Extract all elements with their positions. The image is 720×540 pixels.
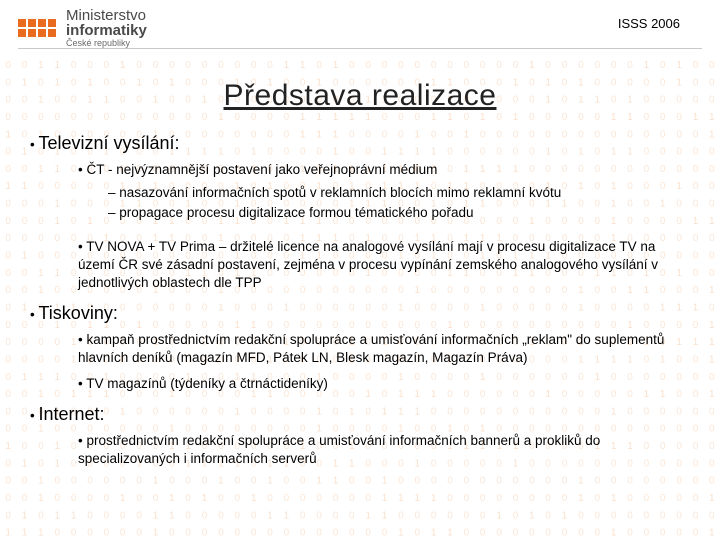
ministry-name-line3: České republiky: [66, 38, 147, 49]
ministry-logo: Ministerstvo informatiky České republiky: [18, 8, 147, 49]
slide-header: Ministerstvo informatiky České republiky…: [0, 0, 720, 48]
ministry-name-line2: informatiky: [66, 23, 147, 38]
conference-label: ISSS 2006: [618, 8, 680, 31]
sub-bullet-item: nasazování informačních spotů v reklamní…: [108, 184, 690, 202]
bullet-list: ČT - nejvýznamnější postavení jako veřej…: [30, 161, 690, 292]
section-heading: Internet:: [38, 404, 104, 424]
section-item: Internet: prostřednictvím redakční spolup…: [30, 402, 690, 469]
bullet-item: TV NOVA + TV Prima – držitelé licence na…: [78, 238, 690, 293]
bullet-text: ČT - nejvýznamnější postavení jako veřej…: [86, 162, 437, 177]
bullet-item: kampaň prostřednictvím redakční spoluprá…: [78, 331, 690, 367]
bullet-text: TV magazínů (týdeníky a čtrnáctideníky): [86, 376, 328, 391]
bullet-item: ČT - nejvýznamnější postavení jako veřej…: [78, 161, 690, 222]
bullet-text: kampaň prostřednictvím redakční spoluprá…: [78, 332, 664, 365]
sub-bullet-item: propagace procesu digitalizace formou té…: [108, 204, 690, 222]
bullet-list: kampaň prostřednictvím redakční spoluprá…: [30, 331, 690, 394]
section-item: Televizní vysílání: ČT - nejvýznamnější p…: [30, 131, 690, 293]
bullet-item: TV magazínů (týdeníky a čtrnáctideníky): [78, 375, 690, 393]
bullet-text: TV NOVA + TV Prima – držitelé licence na…: [78, 239, 658, 290]
section-item: Tiskoviny: kampaň prostřednictvím redakčn…: [30, 301, 690, 394]
sub-bullet-list: nasazování informačních spotů v reklamní…: [78, 184, 690, 222]
slide-title: Představa realizace: [0, 79, 720, 113]
slide-body: Televizní vysílání: ČT - nejvýznamnější p…: [0, 131, 720, 468]
bullet-item: prostřednictvím redakční spolupráce a um…: [78, 432, 690, 468]
ministry-name-line1: Ministerstvo: [66, 8, 147, 23]
section-heading: Televizní vysílání:: [38, 133, 179, 153]
bullet-list: prostřednictvím redakční spolupráce a um…: [30, 432, 690, 468]
section-list: Televizní vysílání: ČT - nejvýznamnější p…: [30, 131, 690, 468]
logo-squares-icon: [18, 19, 56, 37]
section-heading: Tiskoviny:: [38, 303, 117, 323]
slide-content: Ministerstvo informatiky České republiky…: [0, 0, 720, 540]
bullet-text: prostřednictvím redakční spolupráce a um…: [78, 433, 600, 466]
